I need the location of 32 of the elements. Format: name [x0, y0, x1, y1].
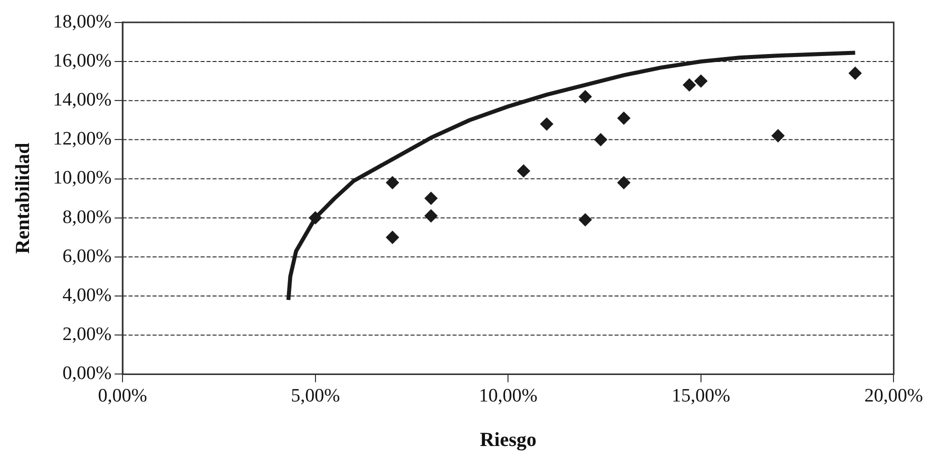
y-tick-label: 10,00%: [53, 168, 112, 189]
x-tick-label: 20,00%: [864, 386, 924, 407]
point: [424, 209, 438, 222]
point: [578, 213, 592, 226]
point: [772, 129, 785, 142]
y-tick-label: 2,00%: [62, 324, 112, 346]
point: [578, 90, 592, 104]
point: [617, 112, 630, 125]
y-axis-title: Rentabilidad: [12, 142, 34, 254]
y-tick-label: 18,00%: [53, 11, 112, 32]
y-tick-label: 14,00%: [53, 90, 112, 111]
point: [617, 176, 630, 190]
point: [517, 164, 530, 178]
y-tick-label: 4,00%: [62, 285, 112, 306]
y-tick-label: 8,00%: [62, 206, 112, 228]
y-tick-label: 0,00%: [62, 363, 112, 384]
x-axis-title: Riesgo: [480, 429, 536, 452]
point: [682, 78, 696, 92]
point: [424, 192, 438, 205]
point: [694, 74, 708, 88]
x-tick-label: 10,00%: [478, 386, 538, 407]
y-tick-label: 16,00%: [53, 50, 112, 72]
point: [386, 176, 399, 190]
point: [848, 66, 862, 80]
y-tick-label: 6,00%: [62, 246, 112, 267]
point: [594, 133, 608, 146]
point: [540, 118, 554, 131]
point: [386, 230, 399, 244]
x-tick-label: 15,00%: [672, 386, 730, 407]
y-tick-label: 12,00%: [53, 128, 112, 150]
x-tick-label: 0,00%: [98, 386, 148, 407]
x-tick-label: 5,00%: [290, 386, 340, 407]
